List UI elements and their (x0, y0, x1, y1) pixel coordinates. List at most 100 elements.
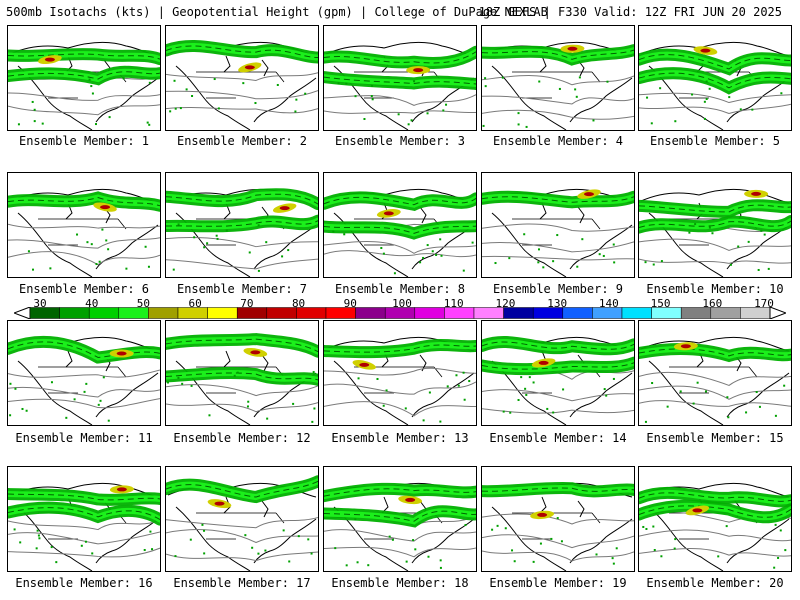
isotach-speckle (80, 544, 83, 547)
isotach-speckle (763, 233, 766, 236)
isotach-contour (639, 348, 791, 357)
isotach-speckle (725, 525, 728, 528)
isotach-speckle (556, 234, 559, 237)
isotach-speckle (281, 255, 284, 258)
ensemble-map (166, 40, 318, 130)
isotach-speckle (208, 414, 211, 417)
isotach-speckle (83, 390, 86, 393)
isotach-speckle (613, 261, 616, 264)
isotach-speckle (652, 263, 655, 266)
isotach-speckle (304, 92, 307, 95)
height-contour (639, 385, 791, 400)
isotach-speckle (708, 226, 711, 229)
isotach-speckle (354, 518, 357, 521)
member-label: Ensemble Member: 1 (18, 134, 150, 148)
height-contour (166, 517, 318, 529)
isotach-speckle (650, 122, 653, 125)
isotach-contour (639, 72, 791, 89)
isotach-speckle (251, 546, 254, 549)
height-contour (639, 238, 791, 251)
isotach-contour (639, 204, 791, 213)
jet-core-max (537, 512, 548, 517)
height-contour (8, 92, 160, 101)
isotach-speckle (542, 266, 545, 269)
isotach-speckle (173, 79, 176, 82)
political-borders (512, 218, 601, 246)
jet-core-max (116, 487, 127, 492)
colorbar-tick-label: 100 (392, 297, 412, 310)
isotach-speckle (552, 260, 555, 263)
isotach-contour (639, 54, 791, 70)
isotach-speckle (345, 564, 348, 567)
ensemble-map (482, 336, 634, 425)
isotach-speckle (653, 548, 656, 551)
colorbar-tick-label: 40 (85, 297, 99, 310)
isotach-speckle (334, 547, 337, 550)
isotach-speckle (294, 110, 297, 113)
isotach-contour (482, 487, 634, 492)
isotach-speckle (147, 265, 150, 268)
isotach-speckle (455, 374, 458, 377)
height-contour (8, 251, 160, 266)
isotach-speckle (413, 80, 416, 83)
isotach-speckle (257, 552, 260, 555)
isotach-speckle (426, 112, 429, 115)
isotach-speckle (611, 557, 614, 560)
height-contour (482, 513, 634, 525)
isotach-speckle (265, 241, 268, 244)
isotach-speckle (380, 246, 383, 249)
isotach-speckle (65, 416, 68, 419)
ensemble-map-panel (481, 172, 635, 278)
colorbar-tick-label: 160 (702, 297, 723, 310)
jet-core-max (413, 68, 424, 73)
isotach-speckle (266, 417, 269, 420)
member-label: Ensemble Member: 7 (176, 282, 308, 296)
coastline (483, 336, 633, 425)
isotach-speckle (504, 527, 507, 530)
isotach-speckle (37, 534, 40, 537)
political-borders (38, 218, 127, 246)
isotach-speckle (193, 236, 196, 239)
isotach-speckle (537, 261, 540, 264)
height-contour (166, 72, 318, 81)
isotach-speckle (105, 239, 108, 242)
isotach-speckle (185, 88, 188, 91)
isotach-speckle (107, 248, 110, 251)
isotach-speckle (345, 82, 348, 85)
isotach-speckle (144, 245, 147, 248)
height-contour (166, 236, 318, 248)
member-label: Ensemble Member: 12 (173, 431, 311, 445)
height-contour (324, 240, 476, 254)
height-contour (8, 519, 160, 531)
isotach-speckle (297, 535, 300, 538)
isotach-speckle (9, 414, 12, 417)
colorbar-tick-label: 120 (495, 297, 516, 310)
political-borders (196, 512, 285, 540)
isotach-speckle (471, 241, 474, 244)
ensemble-map-panel (7, 25, 161, 131)
isotach-speckle (652, 525, 655, 528)
isotach-speckle (679, 390, 682, 393)
isotach-speckle (439, 420, 442, 423)
isotach-speckle (371, 84, 374, 87)
isotach-speckle (174, 555, 177, 558)
isotach-contour (324, 76, 476, 85)
member-label: Ensemble Member: 10 (646, 282, 784, 296)
political-borders (354, 366, 443, 394)
jet-core-max (751, 191, 762, 196)
isotach-speckle (427, 555, 430, 558)
colorbar-tick-label: 90 (343, 297, 357, 310)
isotach-speckle (660, 555, 663, 558)
ensemble-map (166, 333, 318, 425)
isotach-contour (8, 341, 160, 359)
colorbar-tick-label: 70 (240, 297, 254, 310)
isotach-speckle (422, 256, 425, 259)
ensemble-map (639, 41, 791, 130)
colorbar-segment (148, 307, 179, 319)
member-label: Ensemble Member: 18 (331, 576, 469, 590)
isotach-speckle (538, 80, 541, 83)
jet-core-max (214, 501, 225, 506)
isotach-speckle (242, 82, 245, 85)
height-contour (8, 223, 160, 229)
isotach-speckle (539, 542, 542, 545)
